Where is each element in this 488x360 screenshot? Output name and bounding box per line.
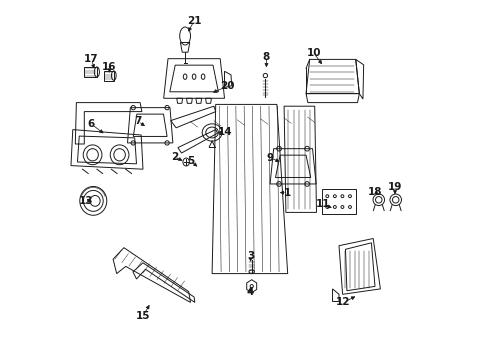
Text: 2: 2 (170, 152, 178, 162)
Text: 9: 9 (265, 153, 273, 163)
Text: 11: 11 (315, 199, 329, 210)
Text: 16: 16 (102, 62, 117, 72)
Text: 5: 5 (187, 156, 194, 166)
Text: 17: 17 (84, 54, 99, 64)
Text: 20: 20 (220, 81, 234, 91)
Text: 8: 8 (262, 52, 269, 62)
Text: 6: 6 (88, 119, 95, 129)
Text: 3: 3 (246, 251, 254, 261)
Text: 12: 12 (336, 297, 350, 307)
Text: 18: 18 (367, 187, 382, 197)
Text: 14: 14 (218, 127, 232, 138)
Text: 13: 13 (79, 196, 93, 206)
Text: 1: 1 (283, 188, 290, 198)
Text: 10: 10 (306, 48, 321, 58)
Text: 19: 19 (387, 182, 401, 192)
Text: 4: 4 (246, 287, 254, 297)
Text: 21: 21 (186, 16, 201, 26)
Text: 15: 15 (136, 311, 150, 321)
Text: 7: 7 (134, 116, 142, 126)
